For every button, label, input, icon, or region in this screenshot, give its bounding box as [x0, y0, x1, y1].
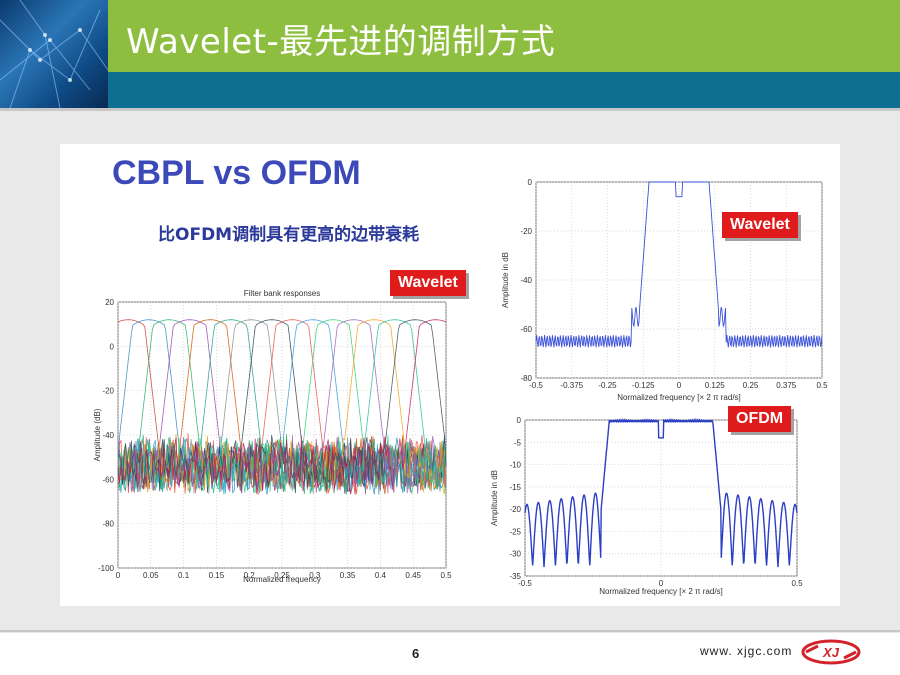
filter-bank-chart: 0 0.05 0.1 0.15 0.2 0.25 0.3 0.35 0.4 0.45 0.5200-… [93, 289, 452, 584]
y-tick-label: -20 [102, 387, 114, 396]
y-tick-label: -100 [98, 564, 115, 573]
x-tick-label: 0.5 [816, 381, 828, 390]
y-tick-label: 20 [105, 298, 114, 307]
x-axis-label: Normalized frequency [243, 575, 321, 584]
title-band: Wavelet-最先进的调制方式 [108, 0, 900, 72]
x-tick-label: 0.35 [340, 571, 356, 580]
x-tick-label: 0.375 [776, 381, 797, 390]
figure-panel: CBPL vs OFDM 比OFDM调制具有更高的边带衰耗 0 0.05 0.1 0.… [60, 144, 840, 606]
footer-divider [0, 630, 900, 632]
x-tick-label: -0.25 [598, 381, 617, 390]
logo-text: XJ [822, 645, 840, 660]
chart-title: Filter bank responses [244, 289, 320, 298]
y-axis-label: Amplitude in dB [490, 470, 499, 526]
y-tick-label: -40 [102, 431, 114, 440]
y-tick-label: -60 [102, 475, 114, 484]
x-tick-label: 0.3 [309, 571, 321, 580]
y-tick-label: 0 [110, 342, 115, 351]
x-tick-label: 0 [659, 579, 664, 588]
y-tick-label: -40 [520, 276, 532, 285]
y-tick-label: 0 [528, 178, 533, 187]
network-graphic-icon [0, 0, 108, 108]
company-logo-icon: XJ [801, 639, 861, 665]
wavelet-tag-right: Wavelet [722, 212, 798, 238]
x-tick-label: -0.125 [632, 381, 655, 390]
x-tick-label: 0 [677, 381, 682, 390]
x-axis-label: Normalized frequency [× 2 π rad/s] [617, 393, 741, 402]
slide-heading: CBPL vs OFDM [112, 154, 361, 192]
x-tick-label: 0.2 [244, 571, 256, 580]
x-tick-label: -0.5 [529, 381, 543, 390]
x-tick-label: 0.5 [791, 579, 803, 588]
slide-subtitle: 比OFDM调制具有更高的边带衰耗 [158, 225, 420, 245]
y-tick-label: -80 [102, 520, 114, 529]
y-tick-label: -20 [509, 505, 521, 514]
x-axis-label: Normalized frequency [× 2 π rad/s] [599, 587, 723, 596]
y-tick-label: -25 [509, 527, 521, 536]
y-tick-label: -15 [509, 483, 521, 492]
x-tick-label: 0.25 [743, 381, 759, 390]
wavelet-spectrum-line [535, 181, 823, 348]
wavelet-tag-left: Wavelet [390, 270, 466, 296]
website-text: www. xjgc.com [700, 644, 793, 658]
x-tick-label: 0.25 [274, 571, 290, 580]
x-tick-label: -0.375 [560, 381, 583, 390]
page-number: 6 [412, 646, 420, 661]
y-axis-label: Amplitude in dB [501, 252, 510, 308]
x-tick-label: 0.45 [405, 571, 421, 580]
y-tick-label: -30 [509, 550, 521, 559]
ofdm-tag: OFDM [728, 406, 792, 432]
y-tick-label: -60 [520, 325, 532, 334]
x-tick-label: 0.4 [375, 571, 387, 580]
wavelet-spectrum-chart: -0.5 -0.375 -0.25 -0.125 0 0.125 0.25 0.375 0.5 0… [501, 178, 828, 402]
y-tick-label: 0 [517, 416, 522, 425]
x-tick-label: 0.1 [178, 571, 190, 580]
band-series-line [117, 319, 447, 494]
corner-image [0, 0, 108, 108]
title-underline-band [108, 72, 900, 108]
y-tick-label: -35 [509, 572, 521, 581]
y-tick-label: -20 [520, 227, 532, 236]
x-tick-label: 0.125 [705, 381, 726, 390]
y-tick-label: -80 [520, 374, 532, 383]
y-tick-label: -10 [509, 461, 521, 470]
x-tick-label: 0.5 [440, 571, 452, 580]
x-tick-label: 0.15 [209, 571, 225, 580]
y-axis-label: Amplitude (dB) [93, 408, 102, 461]
slide-title: Wavelet-最先进的调制方式 [126, 22, 556, 62]
x-tick-label: 0 [116, 571, 121, 580]
band-series-line [117, 319, 447, 494]
ofdm-spectrum-chart: -0.5 0 0.5 0 -5 -10 -15 -20 -25 -30 -35 Normalized … [490, 416, 803, 596]
y-tick-label: -5 [514, 438, 522, 447]
x-tick-label: 0.05 [143, 571, 159, 580]
ofdm-spectrum-line [524, 417, 798, 568]
x-tick-label: -0.5 [518, 579, 532, 588]
